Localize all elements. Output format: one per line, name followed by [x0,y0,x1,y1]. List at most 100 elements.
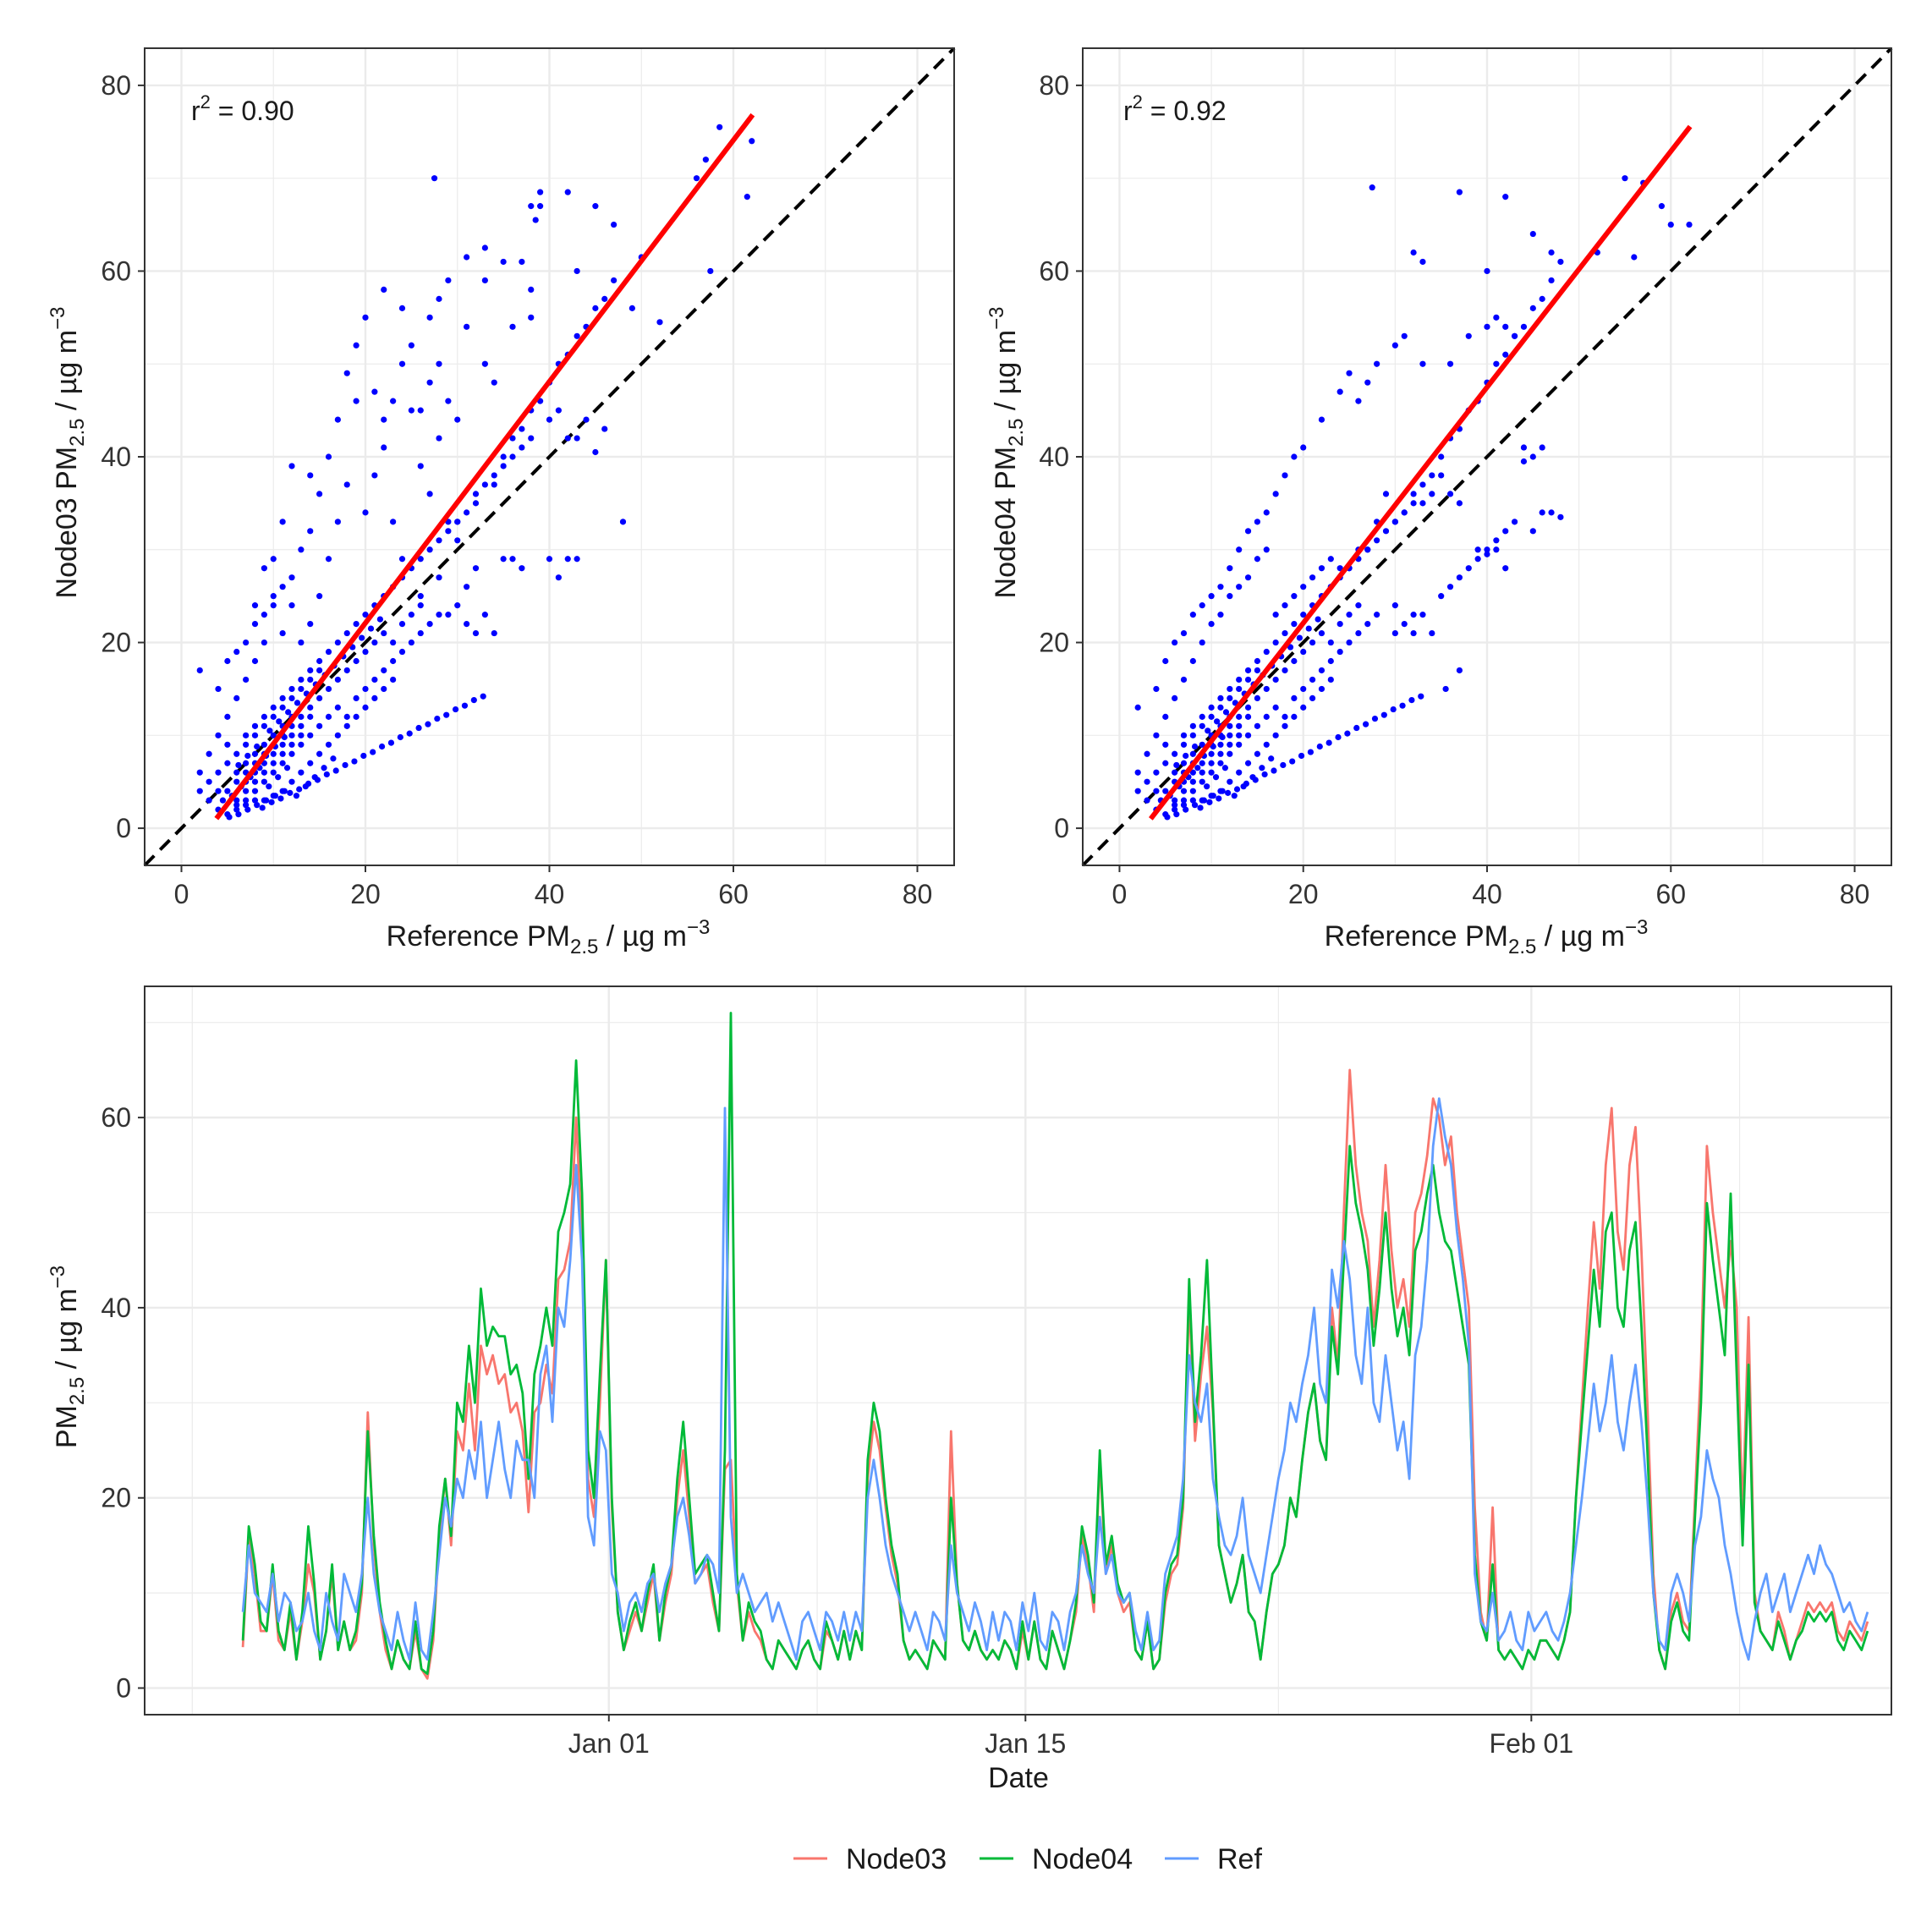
timeseries-ylabel-main: PM [51,1405,83,1448]
scatter-point [564,556,571,563]
node03-one-to-one-line [143,47,956,867]
scatter-point [1216,795,1222,802]
y-tick-label: 80 [1039,70,1069,101]
scatter-point [1438,472,1445,479]
node04-fit-line [1149,124,1693,821]
scatter-point [1326,739,1332,746]
scatter-point [371,694,378,702]
node03-r2-r: r [191,96,200,126]
node04-scatter-panel: 0 20 40 60 80 0 20 40 60 80 r2 = 0.92 Reference P… [985,47,1893,958]
scatter-point [574,267,580,275]
scatter-point [464,584,470,590]
scatter-point [1391,602,1398,609]
scatter-point [426,491,433,497]
scatter-point [443,711,450,718]
scatter-point [1493,546,1500,553]
scatter-point [1254,667,1261,674]
scatter-point [343,481,350,488]
scatter-point [270,593,277,600]
scatter-point [1429,491,1435,497]
scatter-point [1446,360,1454,367]
scatter-point [1272,732,1279,738]
scatter-point [334,639,341,646]
scatter-point [270,704,277,711]
scatter-point [1305,625,1312,632]
scatter-point [417,629,424,637]
scatter-point [509,556,516,563]
scatter-point [196,769,203,776]
scatter-point [1300,444,1307,451]
timeseries-ylabel-sup: −3 [47,1265,69,1288]
scatter-point [425,721,431,727]
scatter-point [316,750,323,757]
scatter-point [472,565,480,572]
scatter-point [1539,509,1545,516]
scatter-point [298,546,305,553]
scatter-point [1194,765,1201,771]
scatter-point [307,704,314,711]
scatter-point [1364,620,1371,628]
y-tick-label: 80 [101,70,131,101]
scatter-point [1243,780,1249,788]
scatter-point [353,398,360,404]
scatter-point [1410,491,1417,497]
scatter-point [343,370,350,376]
scatter-point [362,314,369,321]
scatter-point [270,769,277,776]
scatter-point [1214,718,1221,725]
scatter-point [1180,760,1188,766]
scatter-point [370,749,376,755]
scatter-point [233,797,240,804]
scatter-point [1268,755,1275,762]
scatter-point [1327,657,1334,665]
scatter-point [1263,546,1270,553]
scatter-point [1300,685,1307,693]
scatter-point [235,761,242,769]
y-tick-label: 0 [1054,813,1069,843]
scatter-point [601,295,608,302]
scatter-point [1244,676,1252,683]
scatter-point [1287,644,1294,651]
scatter-point [1212,774,1220,781]
scatter-point [1217,704,1224,711]
scatter-point [1254,657,1261,665]
scatter-point [1529,528,1536,535]
scatter-point [1153,769,1160,776]
scatter-point [215,685,222,693]
y-tick-label: 0 [116,1673,131,1704]
scatter-point [1180,629,1188,637]
scatter-point [305,780,312,788]
scatter-point [1217,741,1224,748]
scatter-point [1410,500,1417,507]
scatter-point [1446,584,1454,590]
scatter-point [1548,509,1555,516]
scatter-point [270,602,277,609]
scatter-point [436,612,442,618]
scatter-point [1380,711,1387,718]
scatter-point [298,741,305,748]
scatter-point [1511,332,1518,339]
timeseries-ylabel-unit: / µg m [51,1288,83,1377]
scatter-point [298,722,305,729]
scatter-point [307,732,314,738]
scatter-point [314,777,321,783]
scatter-point [417,463,424,469]
scatter-point [233,694,240,702]
scatter-point [261,713,267,720]
scatter-point [390,639,397,646]
node03-ylabel-main: Node03 PM [51,447,83,599]
scatter-point [279,584,286,590]
y-tick-label: 20 [1039,628,1069,658]
scatter-point [1520,323,1528,330]
scatter-point [445,528,452,535]
scatter-point [279,760,286,766]
node04-ylabel-sup: −3 [985,307,1008,330]
scatter-point [288,685,295,693]
scatter-point [436,574,442,581]
scatter-point [1289,758,1296,765]
scatter-point [1391,342,1398,349]
legend-item-node04: Node04 [980,1843,1133,1875]
scatter-point [417,407,424,414]
